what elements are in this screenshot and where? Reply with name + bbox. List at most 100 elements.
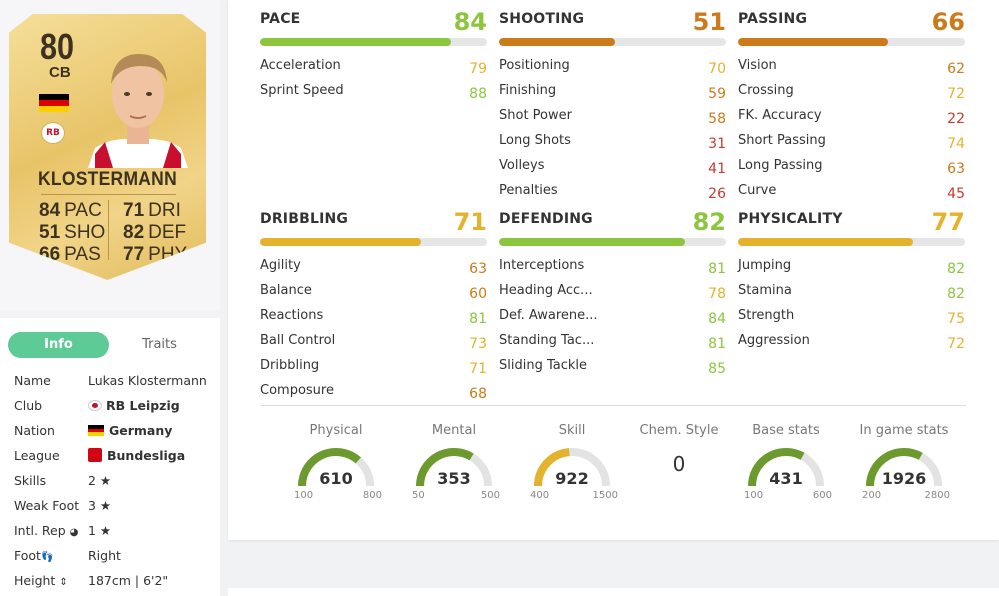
attribute-value: 85 [708, 361, 726, 377]
attribute-row: Shot Power 58 [499, 108, 726, 128]
attribute-name: Standing Tac... [499, 333, 595, 348]
globe-icon: ◕ [69, 527, 79, 538]
attribute-value: 78 [708, 286, 726, 302]
gauge-label: Mental [431, 423, 477, 438]
attribute-row: Sprint Speed 88 [260, 83, 487, 103]
player-photo [83, 36, 193, 168]
attribute-value: 72 [947, 86, 965, 102]
gauge-skill: Skill 922 400 1500 [522, 423, 622, 513]
gauge-value: 610 [319, 469, 353, 488]
gauge-fill [748, 448, 805, 487]
card-player-name: KLOSTERMANN [37, 169, 177, 190]
gauge-arc [416, 448, 492, 487]
gauge-min: 200 [862, 490, 882, 501]
stat-group-title: DRIBBLING [260, 211, 349, 227]
stat-group-total: 82 [692, 208, 726, 236]
tab-traits[interactable]: Traits [142, 337, 177, 352]
info-value: 2 ★ [88, 473, 112, 488]
attribute-value: 81 [708, 336, 726, 352]
footprint-icon: 👣 [40, 552, 54, 563]
attribute-row: Crossing 72 [738, 83, 965, 103]
bottom-panel [228, 588, 999, 596]
stat-group-shooting: SHOOTING 51 Positioning 70 Finishing 59 Shot P… [499, 0, 726, 202]
info-value: 3 ★ [88, 498, 112, 513]
stat-group-bar-fill [260, 238, 422, 246]
info-row-league: League Bundesliga [14, 448, 214, 468]
attribute-name: Vision [738, 58, 777, 73]
info-label: Foot👣 [14, 548, 54, 563]
club-link[interactable]: RB Leipzig [88, 398, 180, 413]
attribute-value: 68 [469, 386, 487, 402]
league-link[interactable]: Bundesliga [88, 448, 185, 463]
attribute-name: Short Passing [738, 133, 826, 148]
attribute-row: Curve 45 [738, 183, 965, 203]
stat-group-bar [260, 238, 487, 246]
gauge-arc [748, 448, 824, 487]
bundesliga-icon [88, 448, 102, 462]
info-row-name: Name Lukas Klostermann [14, 373, 214, 393]
stat-group-total: 71 [453, 208, 487, 236]
gauge-max: 1500 [592, 490, 618, 501]
stats-panel: PACE 84 Acceleration 79 Sprint Speed 88 SHOOTI… [228, 0, 999, 540]
gauge-max: 2800 [924, 490, 950, 501]
stat-group-bar [499, 238, 726, 246]
stat-group-passing: PASSING 66 Vision 62 Crossing 72 FK. Accuracy 2… [738, 0, 965, 203]
gauge-mental: Mental 353 50 500 [404, 423, 504, 513]
attribute-row: Dribbling 71 [260, 358, 487, 378]
stat-group-bar-fill [499, 238, 686, 246]
gauge-value: 353 [437, 469, 471, 488]
attribute-row: FK. Accuracy 22 [738, 108, 965, 128]
stat-group-bar-fill [499, 38, 615, 46]
gauge-max: 800 [362, 490, 382, 501]
stat-group-bar [738, 38, 965, 46]
nation-link[interactable]: Germany [88, 423, 172, 438]
gauge-label: Physical [309, 423, 363, 438]
attribute-row: Def. Awarene... 84 [499, 308, 726, 328]
attribute-name: Reactions [260, 308, 324, 323]
info-label: Weak Foot [14, 498, 80, 513]
card-rating: 80 [40, 26, 75, 67]
card-stat-dri: 71 DRI [123, 200, 181, 221]
gauge-fill [416, 448, 474, 487]
gauge-base-stats: Base stats 431 100 600 [736, 423, 836, 513]
stat-group-title: PHYSICALITY [738, 211, 843, 227]
tab-info[interactable]: Info [8, 332, 109, 358]
height-icon: ⇕ [59, 577, 68, 588]
card-stat-phy: 77 PHY [123, 244, 188, 265]
info-value: Right [88, 548, 121, 563]
section-divider [261, 405, 966, 406]
attribute-name: Shot Power [499, 108, 572, 123]
chem-style-label: Chem. Style [639, 423, 719, 438]
attribute-row: Standing Tac... 81 [499, 333, 726, 353]
info-label: League [14, 448, 60, 463]
card-area: 80 CB RB KLOSTERMANN [0, 0, 220, 310]
info-panel: Info Traits Name Lukas Klostermann Club … [0, 318, 220, 596]
stat-group-total: 66 [931, 8, 965, 36]
gauge-label: Skill [558, 423, 586, 438]
attribute-name: Balance [260, 283, 312, 298]
info-row-club: Club RB Leipzig [14, 398, 214, 418]
attribute-value: 71 [469, 361, 487, 377]
attribute-name: Jumping [738, 258, 792, 273]
attribute-value: 60 [469, 286, 487, 302]
gauge-min: 100 [744, 490, 764, 501]
gauge-max: 500 [480, 490, 500, 501]
attribute-row: Agility 63 [260, 258, 487, 278]
info-row-foot: Foot👣 Right [14, 548, 214, 568]
info-label: Nation [14, 423, 55, 438]
attribute-row: Acceleration 79 [260, 58, 487, 78]
gauge-min: 100 [294, 490, 314, 501]
attribute-row: Positioning 70 [499, 58, 726, 78]
attribute-value: 31 [708, 136, 726, 152]
attribute-row: Vision 62 [738, 58, 965, 78]
gauge-min: 50 [412, 490, 425, 501]
gauge-value: 1926 [881, 469, 927, 488]
attribute-row: Strength 75 [738, 308, 965, 328]
stat-group-title: PASSING [738, 11, 808, 27]
attribute-name: Strength [738, 308, 795, 323]
attribute-name: Stamina [738, 283, 792, 298]
card-divider [41, 194, 176, 195]
attribute-value: 26 [708, 186, 726, 202]
gauge-value: 922 [555, 469, 589, 488]
attribute-row: Long Shots 31 [499, 133, 726, 153]
